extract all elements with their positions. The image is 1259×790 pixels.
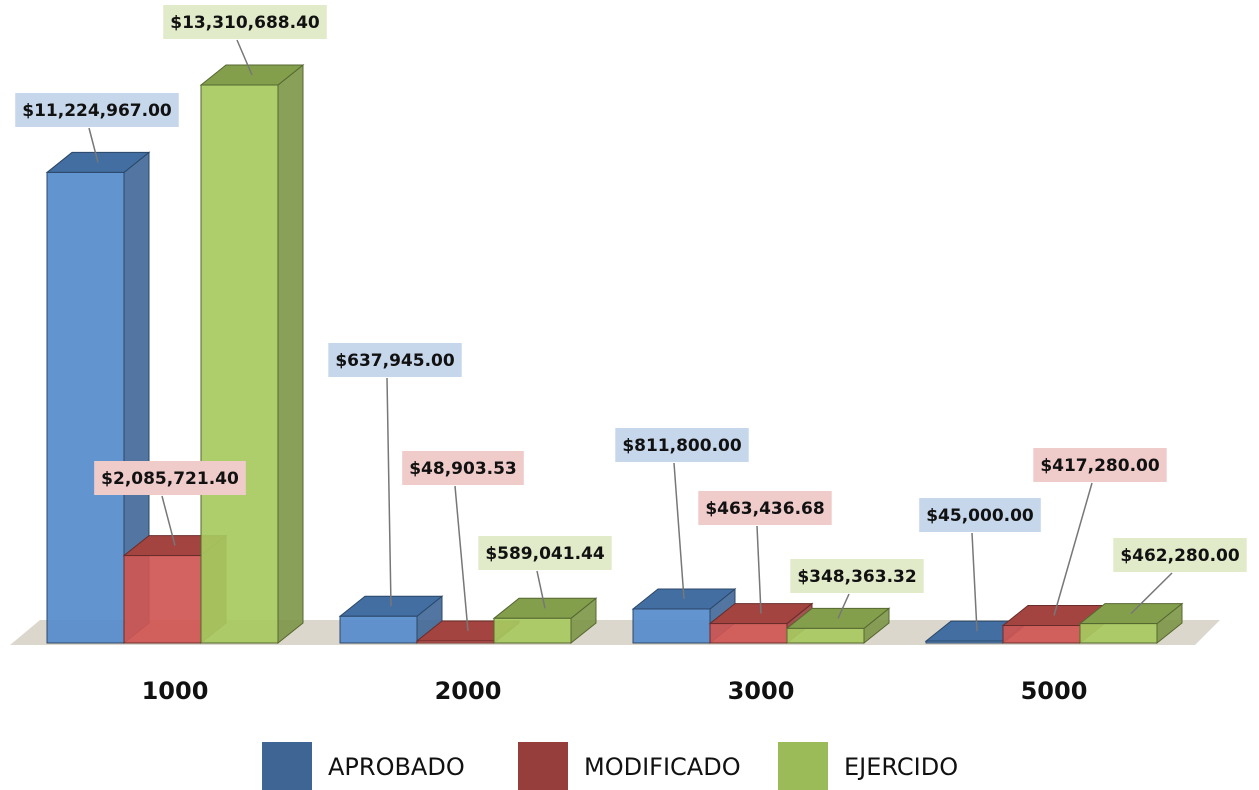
value-label: $589,041.44 — [485, 544, 605, 564]
legend-label: APROBADO — [328, 753, 465, 781]
bar — [786, 627, 865, 644]
value-label: $2,085,721.40 — [101, 469, 239, 489]
bar — [1079, 623, 1158, 644]
bar — [416, 640, 495, 644]
bar — [200, 84, 279, 644]
value-label: $48,903.53 — [409, 459, 517, 479]
value-label-box — [790, 559, 924, 593]
leader-line — [756, 525, 762, 614]
value-label-box — [15, 93, 179, 127]
value-label-box — [1033, 448, 1167, 482]
leader-line — [536, 570, 546, 609]
bar — [46, 171, 125, 644]
x-tick-label: 2000 — [435, 677, 502, 705]
value-label-box — [698, 491, 832, 525]
bar — [1002, 625, 1081, 644]
legend-label: MODIFICADO — [584, 753, 741, 781]
leader-line — [386, 377, 392, 607]
value-label: $13,310,688.40 — [170, 13, 320, 33]
value-label: $417,280.00 — [1040, 456, 1160, 476]
value-label: $811,800.00 — [622, 436, 742, 456]
x-tick-label: 5000 — [1021, 677, 1088, 705]
value-label: $348,363.32 — [797, 567, 916, 587]
legend-swatch — [262, 742, 312, 790]
leader-line — [454, 485, 469, 632]
bar — [709, 623, 788, 644]
legend-swatch — [518, 742, 568, 790]
leader-line — [1130, 572, 1173, 615]
value-label-box — [478, 536, 612, 570]
value-label: $11,224,967.00 — [22, 101, 172, 121]
value-label: $462,280.00 — [1120, 546, 1240, 566]
bar — [632, 608, 711, 644]
x-tick-label: 3000 — [728, 677, 795, 705]
bar — [925, 640, 1004, 644]
bar — [123, 555, 202, 644]
value-label-box — [402, 451, 524, 485]
leader-line — [971, 532, 978, 632]
value-label-box — [328, 343, 462, 377]
x-tick-label: 1000 — [142, 677, 209, 705]
value-label-box — [94, 461, 246, 495]
legend-label: EJERCIDO — [844, 753, 958, 781]
legend-swatch — [778, 742, 828, 790]
value-label-box — [163, 5, 327, 39]
value-label: $463,436.68 — [705, 499, 824, 519]
value-label-box — [615, 428, 749, 462]
bar — [339, 615, 418, 644]
floor — [10, 620, 1220, 645]
bar-side — [277, 63, 304, 645]
leader-line — [837, 593, 850, 619]
bar — [493, 617, 572, 644]
leader-line — [673, 462, 685, 600]
value-label-box — [1113, 538, 1247, 572]
leader-line — [161, 495, 176, 546]
leader-line — [236, 39, 253, 76]
value-label: $45,000.00 — [926, 506, 1034, 526]
leader-line — [88, 127, 99, 163]
value-label-box — [919, 498, 1041, 532]
value-label: $637,945.00 — [335, 351, 455, 371]
leader-line — [1053, 482, 1093, 616]
